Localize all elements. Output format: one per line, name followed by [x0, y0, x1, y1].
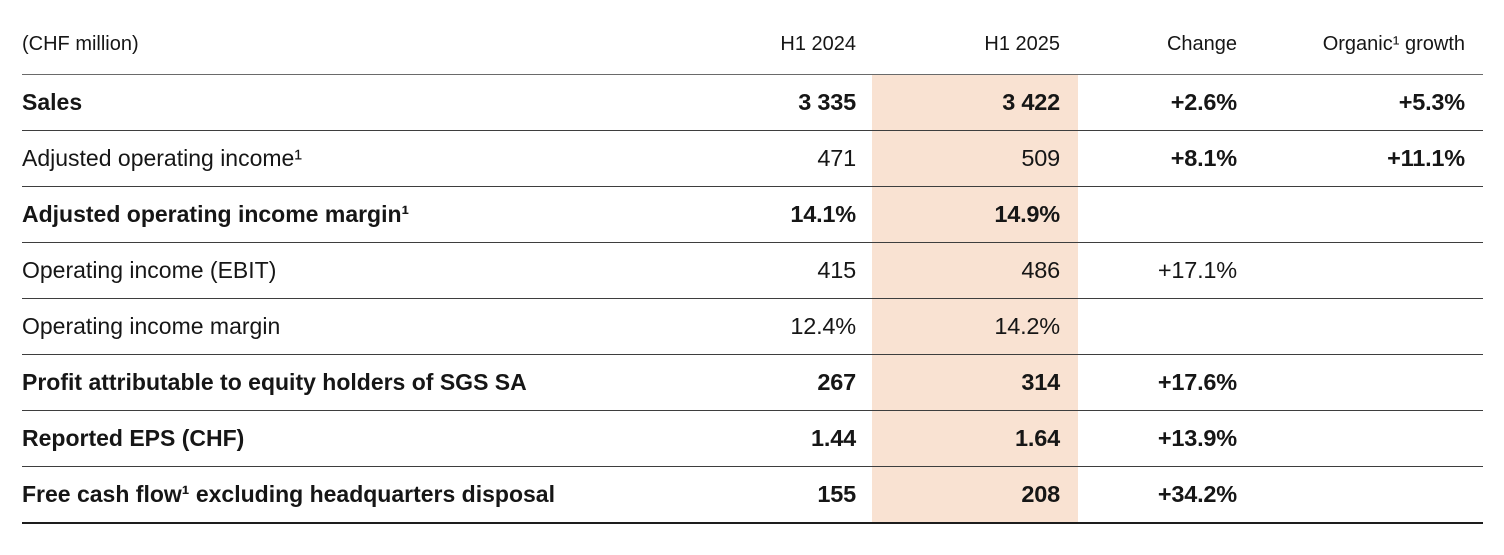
- row-label: Operating income (EBIT): [22, 256, 277, 283]
- table-header-row: (CHF million) H1 2024 H1 2025 Change Org…: [22, 0, 1483, 75]
- table-row: Adjusted operating income¹ 471 509 +8.1%…: [22, 130, 1483, 187]
- row-label: Free cash flow¹ excluding headquarters d…: [22, 480, 555, 507]
- value-h1-2024: 3 335: [798, 88, 856, 115]
- row-label: Operating income margin: [22, 312, 281, 339]
- row-label: Reported EPS (CHF): [22, 424, 245, 451]
- row-label: Sales: [22, 88, 83, 115]
- value-change: +8.1%: [1170, 144, 1237, 171]
- row-label: Profit attributable to equity holders of…: [22, 368, 527, 395]
- value-organic-growth: +5.3%: [1398, 88, 1465, 115]
- value-h1-2025: 509: [872, 130, 1078, 186]
- financial-results-table: (CHF million) H1 2024 H1 2025 Change Org…: [22, 0, 1483, 524]
- column-gap: [856, 29, 872, 44]
- value-h1-2025: 3 422: [872, 74, 1078, 130]
- value-h1-2024: 1.44: [811, 424, 856, 451]
- value-change: +13.9%: [1157, 424, 1237, 451]
- col-header-h1-2024: H1 2024: [780, 32, 856, 55]
- table-row: Operating income margin 12.4% 14.2%: [22, 298, 1483, 355]
- value-h1-2025: 314: [872, 354, 1078, 410]
- value-change: +2.6%: [1170, 88, 1237, 115]
- value-change: +34.2%: [1157, 480, 1237, 507]
- col-header-change: Change: [1166, 32, 1237, 55]
- row-label: Adjusted operating income margin¹: [22, 200, 410, 227]
- row-label: Adjusted operating income¹: [22, 144, 302, 171]
- value-h1-2024: 14.1%: [790, 200, 856, 227]
- col-header-organic-growth: Organic¹ growth: [1322, 32, 1465, 55]
- table-row: Sales 3 335 3 422 +2.6% +5.3%: [22, 74, 1483, 131]
- table-row: Profit attributable to equity holders of…: [22, 354, 1483, 411]
- table-row: Free cash flow¹ excluding headquarters d…: [22, 466, 1483, 524]
- value-h1-2025: 208: [872, 466, 1078, 522]
- value-h1-2024: 471: [817, 144, 856, 171]
- value-h1-2024: 415: [817, 256, 856, 283]
- table-row: Operating income (EBIT) 415 486 +17.1%: [22, 242, 1483, 299]
- value-change: +17.6%: [1157, 368, 1237, 395]
- table-row: Adjusted operating income margin¹ 14.1% …: [22, 186, 1483, 243]
- value-h1-2024: 155: [817, 480, 856, 507]
- table-row: Reported EPS (CHF) 1.44 1.64 +13.9%: [22, 410, 1483, 467]
- value-h1-2024: 12.4%: [790, 312, 856, 339]
- unit-label: (CHF million): [22, 32, 139, 55]
- value-h1-2025: 14.9%: [872, 186, 1078, 242]
- value-h1-2025: 14.2%: [872, 298, 1078, 354]
- value-h1-2025: 1.64: [872, 410, 1078, 466]
- value-organic-growth: +11.1%: [1387, 144, 1465, 171]
- value-change: +17.1%: [1157, 256, 1237, 283]
- value-h1-2025: 486: [872, 242, 1078, 298]
- col-header-h1-2025: H1 2025: [984, 32, 1060, 55]
- value-h1-2024: 267: [817, 368, 856, 395]
